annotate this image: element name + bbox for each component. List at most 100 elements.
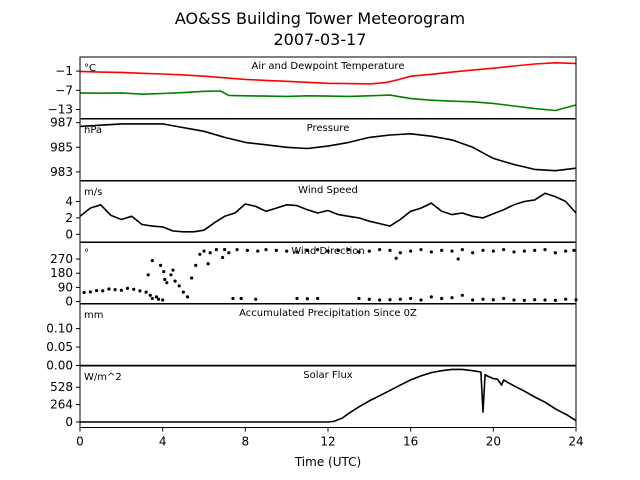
wind-direction-point: [295, 296, 299, 301]
wind-direction-point: [156, 297, 161, 301]
wind-direction-point: [336, 248, 340, 252]
wind-direction-point: [245, 248, 249, 252]
panel-4: 0.00 0.05 0.10 mm Accumulated Precipitation …: [46, 303, 577, 373]
wind-direction-point: [206, 262, 210, 266]
wind-direction-point: [429, 295, 433, 299]
wind-direction-point: [274, 248, 278, 252]
x-axis-label: Time (UTC): [294, 455, 361, 469]
wind-direction-point: [305, 248, 309, 252]
wind-direction-point: [295, 250, 299, 254]
wind-direction-point: [119, 288, 123, 292]
panel-2: 0 2 4 m/s Wind Speed: [65, 180, 577, 243]
wind-direction-point: [154, 295, 159, 299]
y-tick-label: 4: [65, 195, 73, 209]
wind-direction-point: [316, 296, 320, 301]
wind-direction-point: [471, 298, 475, 302]
y-tick-label: 2: [65, 211, 73, 225]
wind-direction-point: [460, 247, 464, 252]
wind-direction-point: [357, 250, 361, 254]
wind-direction-point: [326, 249, 330, 253]
series-line-0-1: [79, 90, 577, 112]
panel-unit-label: m/s: [84, 187, 102, 198]
wind-direction-point: [543, 247, 547, 252]
wind-direction-point: [533, 298, 537, 302]
wind-direction-point: [367, 249, 371, 253]
wind-direction-point: [450, 296, 454, 300]
wind-direction-point: [572, 248, 576, 252]
y-tick-label: 0.00: [46, 359, 73, 373]
wind-direction-point: [173, 279, 177, 283]
wind-direction-point: [460, 293, 464, 297]
wind-direction-point: [553, 251, 557, 255]
wind-direction-point: [285, 249, 289, 253]
wind-direction-point: [357, 296, 361, 301]
y-tick-label: 0.05: [46, 340, 73, 354]
panel-title: Wind Speed: [298, 185, 358, 196]
series-line-5-0: [80, 368, 577, 423]
wind-direction-point: [512, 250, 516, 254]
wind-direction-point: [316, 247, 320, 252]
panel-title: Wind Direction: [291, 246, 365, 257]
wind-direction-point: [440, 248, 444, 252]
panels: −13 −7 −1 °C Air and Dewpoint Temperature 983…: [46, 56, 578, 429]
y-tick-label: 983: [50, 165, 73, 179]
wind-direction-point: [388, 248, 392, 252]
wind-direction-point: [159, 263, 163, 267]
y-tick-label: 987: [50, 116, 73, 130]
wind-direction-point: [185, 295, 190, 299]
y-tick-label: 264: [50, 398, 73, 412]
wind-direction-point: [471, 251, 475, 255]
y-tick-label: −13: [48, 103, 73, 117]
panel-unit-label: °C: [84, 63, 96, 74]
wind-direction-point: [132, 287, 136, 291]
wind-direction-point: [491, 249, 495, 253]
panel-0: −13 −7 −1 °C Air and Dewpoint Temperature: [48, 56, 577, 119]
wind-direction-point: [367, 297, 371, 301]
y-tick-label: 180: [50, 266, 73, 280]
wind-direction-point: [101, 289, 105, 293]
x-tick-label: 24: [568, 435, 583, 449]
wind-direction-point: [502, 296, 506, 301]
panel-unit-label: W/m^2: [84, 372, 122, 383]
x-tick-label: 20: [486, 435, 501, 449]
series-line-2-0: [79, 192, 577, 233]
wind-direction-point: [378, 298, 382, 302]
wind-direction-point: [491, 298, 495, 302]
wind-direction-point: [502, 247, 506, 252]
chart-title: AO&SS Building Tower Meteorogram: [175, 9, 465, 28]
x-axis: 0 4 8 12 16 20 24: [76, 427, 584, 449]
wind-direction-point: [113, 288, 117, 292]
wind-direction-point: [347, 247, 351, 252]
wind-direction-point: [144, 290, 148, 294]
panel-title: Air and Dewpoint Temperature: [252, 61, 405, 72]
wind-direction-point: [231, 296, 235, 301]
wind-direction-point: [227, 251, 231, 255]
wind-direction-point: [388, 298, 392, 302]
wind-direction-point: [107, 287, 111, 291]
wind-direction-point: [202, 249, 206, 253]
wind-direction-point: [163, 277, 167, 282]
wind-direction-point: [481, 248, 485, 252]
y-tick-label: 270: [50, 252, 73, 266]
y-tick-label: −1: [55, 64, 73, 78]
y-tick-label: 0: [65, 227, 73, 241]
panel-1: 983 985 987 hPa Pressure: [50, 116, 577, 181]
wind-direction-point: [82, 290, 86, 295]
wind-direction-point: [94, 288, 99, 293]
panel-unit-label: mm: [84, 310, 103, 321]
wind-direction-point: [223, 247, 227, 252]
wind-direction-point: [150, 296, 154, 301]
wind-direction-point: [533, 248, 537, 252]
wind-direction-point: [378, 247, 382, 252]
wind-direction-point: [162, 270, 166, 274]
panel-5: 0 264 528 W/m^2 Solar Flux: [50, 365, 577, 429]
wind-direction-point: [148, 293, 152, 297]
y-tick-label: 0.10: [46, 322, 73, 336]
wind-direction-point: [409, 296, 413, 301]
wind-direction-point: [305, 297, 309, 301]
wind-direction-point: [194, 263, 198, 267]
wind-direction-point: [169, 273, 173, 277]
wind-direction-point: [190, 276, 194, 280]
